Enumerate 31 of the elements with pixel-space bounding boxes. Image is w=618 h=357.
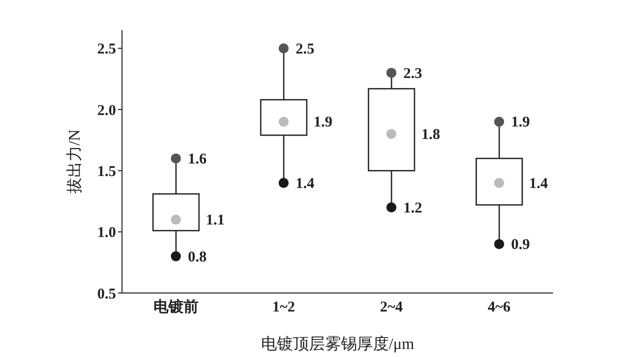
point	[494, 239, 504, 250]
annotation: 1.8	[421, 126, 440, 143]
point	[170, 153, 181, 164]
y-tick-label: 1.0	[97, 225, 116, 242]
data-label: 0.9	[511, 237, 530, 254]
y-tick-label: 1.5	[97, 164, 116, 180]
y-tick-label: 2.0	[97, 102, 116, 119]
point	[170, 251, 181, 262]
y-tick-label: 0.5	[97, 286, 116, 302]
data-label: 0.8	[188, 249, 207, 266]
x-axis-title: 电镀顶层雾锡厚度/μm	[260, 335, 415, 353]
point	[278, 43, 289, 54]
data-label: 1.2	[403, 200, 422, 216]
point	[278, 178, 289, 188]
point	[386, 202, 396, 212]
annotation: 1.1	[206, 212, 225, 229]
annotation: 1.9	[314, 114, 332, 131]
point	[386, 68, 396, 78]
point	[494, 116, 504, 127]
x-tick-label: 1~2	[272, 300, 296, 316]
data-label: 1.4	[296, 176, 315, 192]
annotation: 1.4	[529, 176, 548, 192]
data-label: 1.6	[188, 151, 208, 168]
x-tick-label: 电镀前	[153, 298, 198, 316]
data-label: 2.3	[403, 66, 422, 82]
x-tick-label: 4~6	[488, 300, 512, 316]
data-label: 1.9	[511, 114, 530, 131]
data-label: 2.5	[296, 41, 314, 58]
x-tick-label: 2~4	[380, 300, 404, 316]
y-axis-title: 拔出力/N	[66, 129, 84, 194]
y-tick-label: 2.5	[97, 42, 116, 58]
